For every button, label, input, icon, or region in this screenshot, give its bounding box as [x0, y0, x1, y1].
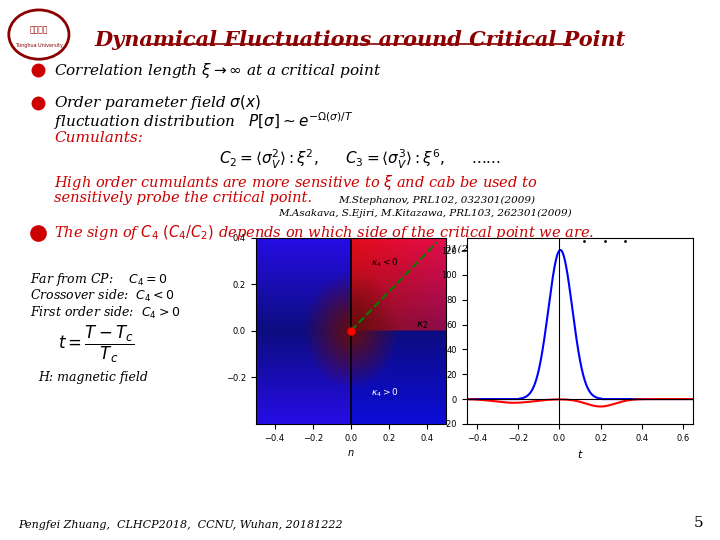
X-axis label: $t$: $t$	[577, 448, 583, 460]
Text: 清华大学: 清华大学	[30, 25, 48, 35]
X-axis label: $n$: $n$	[347, 448, 355, 458]
Text: H: magnetic field: H: magnetic field	[38, 370, 148, 383]
Text: 5: 5	[693, 516, 703, 530]
Text: M.Stephanov, PRL102, 032301(2009): M.Stephanov, PRL102, 032301(2009)	[338, 195, 535, 205]
Text: M.Asakava, S.Ejiri, M.Kitazawa, PRL103, 262301(2009): M.Asakava, S.Ejiri, M.Kitazawa, PRL103, …	[279, 208, 572, 218]
Text: Cumulants:: Cumulants:	[54, 131, 143, 145]
Text: Order parameter field $\sigma(x)$: Order parameter field $\sigma(x)$	[54, 93, 261, 112]
Text: Pengfei Zhuang,  CLHCP2018,  CCNU, Wuhan, 20181222: Pengfei Zhuang, CLHCP2018, CCNU, Wuhan, …	[18, 520, 343, 530]
Text: $C_2 = \langle \sigma_V^2 \rangle : \xi^2,$     $C_3 = \langle \sigma_V^3 \rangl: $C_2 = \langle \sigma_V^2 \rangle : \xi^…	[219, 147, 501, 171]
Text: Far from CP:    $C_4 = 0$: Far from CP: $C_4 = 0$	[30, 271, 168, 287]
Text: $\kappa_4 < 0$: $\kappa_4 < 0$	[372, 256, 399, 269]
Text: Dynamical Fluctuations around Critical Point: Dynamical Fluctuations around Critical P…	[94, 30, 626, 50]
Text: fluctuation distribution   $P[\sigma] \sim e^{-\Omega(\sigma)/T}$: fluctuation distribution $P[\sigma] \sim…	[54, 110, 354, 132]
Text: First order side:  $C_4 > 0$: First order side: $C_4 > 0$	[30, 305, 180, 321]
Y-axis label: $\kappa_2$: $\kappa_2$	[416, 319, 429, 330]
Text: High order cumulants are more sensitive to $\xi$ and cab be used to: High order cumulants are more sensitive …	[54, 172, 538, 192]
Text: The sign of $C_4$ $(C_4/C_2)$ depends on which side of the critical point we are: The sign of $C_4$ $(C_4/C_2)$ depends on…	[54, 224, 594, 242]
Text: sensitively probe the critical point.: sensitively probe the critical point.	[54, 191, 312, 205]
Text: $t = \dfrac{T - T_c}{T_c}$: $t = \dfrac{T - T_c}{T_c}$	[58, 323, 135, 364]
Text: $\kappa_4 > 0$: $\kappa_4 > 0$	[372, 387, 399, 400]
Text: Tsinghua University: Tsinghua University	[15, 43, 63, 48]
Text: M.Stephanov, PRL107, 052301(2011): M.Stephanov, PRL107, 052301(2011)	[295, 245, 492, 254]
Text: Correlation length $\xi \rightarrow \infty$ at a critical point: Correlation length $\xi \rightarrow \inf…	[54, 60, 381, 79]
Text: Crossover side:  $C_4 < 0$: Crossover side: $C_4 < 0$	[30, 288, 175, 304]
